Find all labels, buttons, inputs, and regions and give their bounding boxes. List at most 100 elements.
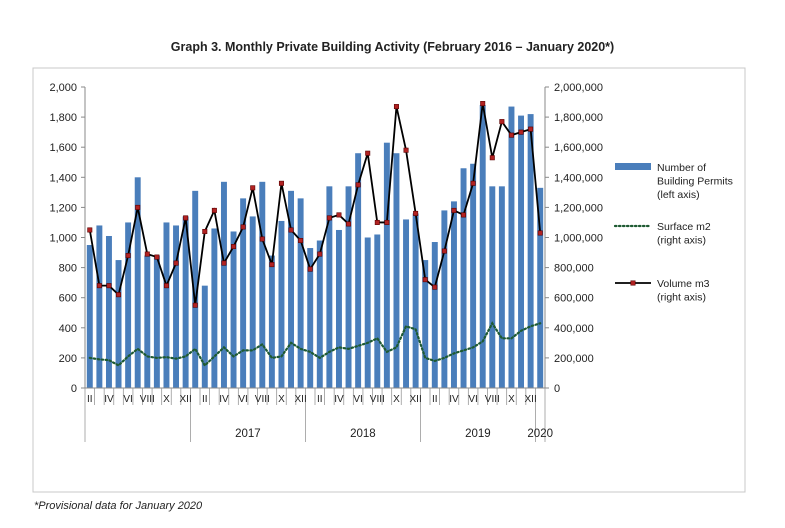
legend-label-volume: (right axis) (657, 292, 706, 304)
month-label: IV (449, 394, 459, 405)
chart-frame (32, 67, 746, 493)
month-label: II (317, 394, 323, 405)
permit-bar (335, 229, 342, 388)
volume-marker (422, 277, 428, 283)
surface-line (88, 321, 542, 368)
year-label: 2018 (350, 428, 376, 440)
volume-marker (240, 224, 246, 230)
permit-bar (527, 114, 534, 388)
permit-bar (240, 198, 247, 388)
permit-bar (355, 153, 362, 388)
month-label: VIII (255, 394, 270, 405)
permit-bar (249, 216, 256, 388)
volume-marker (96, 283, 102, 289)
year-label: 2017 (235, 428, 261, 440)
right-tick-label: 1,400,000 (554, 172, 603, 184)
month-label: VI (353, 394, 362, 405)
left-tick-label: 1,200 (49, 202, 77, 214)
legend-marker-volume (630, 280, 636, 286)
volume-marker (365, 150, 371, 156)
axes: 0 200 400 600 800 1,000 1,200 1,400 1,600 1,800 2,… (49, 82, 603, 442)
permit-bar (403, 219, 410, 388)
volume-marker (413, 210, 419, 216)
volume-marker (518, 129, 524, 135)
footnote: *Provisional data for January 2020 (34, 500, 203, 512)
volume-marker (192, 302, 198, 308)
volume-marker (173, 260, 179, 266)
legend: Number of Building Permits(left axis) Surf… (613, 162, 733, 304)
volume-marker (489, 155, 495, 161)
volume-marker (480, 101, 486, 107)
chart-title: Graph 3. Monthly Private Building Activi… (170, 40, 615, 54)
month-label: II (87, 394, 93, 405)
volume-marker (336, 212, 342, 218)
permit-bar (297, 198, 304, 388)
permit-bar (86, 245, 93, 388)
month-label: II (202, 394, 208, 405)
month-label: VI (238, 394, 247, 405)
volume-marker (125, 253, 131, 259)
month-label: VIII (140, 394, 155, 405)
month-label: XII (180, 394, 192, 405)
legend-label-permits: Number of (657, 162, 706, 174)
right-tick-label: 0 (554, 383, 560, 395)
volume-marker (269, 262, 275, 268)
legend-swatch-permits (615, 163, 651, 170)
volume-marker (441, 248, 447, 254)
permit-bar (144, 255, 151, 388)
volume-marker (298, 238, 304, 244)
legend-label-surface: (right axis) (657, 235, 706, 247)
permit-bar (278, 220, 285, 388)
permit-bar (537, 187, 544, 388)
left-tick-label: 800 (59, 263, 77, 275)
permit-bar (307, 248, 314, 388)
permit-bar (201, 285, 208, 388)
permit-bar (422, 260, 429, 388)
month-label: X (163, 394, 170, 405)
month-label: VIII (370, 394, 385, 405)
permit-bar (460, 168, 467, 388)
volume-line (88, 103, 542, 306)
permit-bar (182, 216, 189, 388)
permits-bars (86, 105, 544, 388)
volume-marker (537, 230, 543, 236)
volume-marker (470, 180, 476, 186)
volume-marker (87, 227, 93, 233)
volume-marker (250, 185, 256, 191)
permit-bar (508, 106, 515, 388)
permit-bar (163, 222, 170, 388)
permit-bar (316, 240, 323, 388)
volume-marker (183, 215, 189, 221)
month-label: IV (219, 394, 229, 405)
volume-marker (374, 219, 380, 225)
permit-bar (230, 231, 237, 388)
right-tick-label: 200,000 (554, 353, 594, 365)
volume-marker (432, 284, 438, 290)
permit-bar (412, 213, 419, 388)
permit-bar (383, 142, 390, 388)
permit-bar (125, 222, 132, 388)
left-tick-label: 1,000 (49, 233, 77, 245)
permit-bar (498, 186, 505, 388)
volume-marker (451, 207, 457, 213)
month-label: XII (295, 394, 307, 405)
volume-marker (211, 207, 217, 213)
right-tick-label: 400,000 (554, 323, 594, 335)
volume-marker (403, 147, 409, 153)
permit-bar (211, 228, 218, 388)
permit-bar (518, 115, 525, 388)
volume-marker (116, 292, 122, 298)
permit-bar (173, 225, 180, 388)
volume-marker (202, 228, 208, 234)
permit-bar (489, 186, 496, 388)
month-label: IV (334, 394, 344, 405)
volume-marker (288, 227, 294, 233)
legend-label-permits: Building Permits (657, 176, 733, 188)
month-label: VIII (485, 394, 500, 405)
permit-bar (470, 163, 477, 388)
volume-marker (135, 204, 141, 210)
permit-bar (450, 201, 457, 388)
permit-bar (268, 255, 275, 388)
permit-bar (374, 234, 381, 388)
